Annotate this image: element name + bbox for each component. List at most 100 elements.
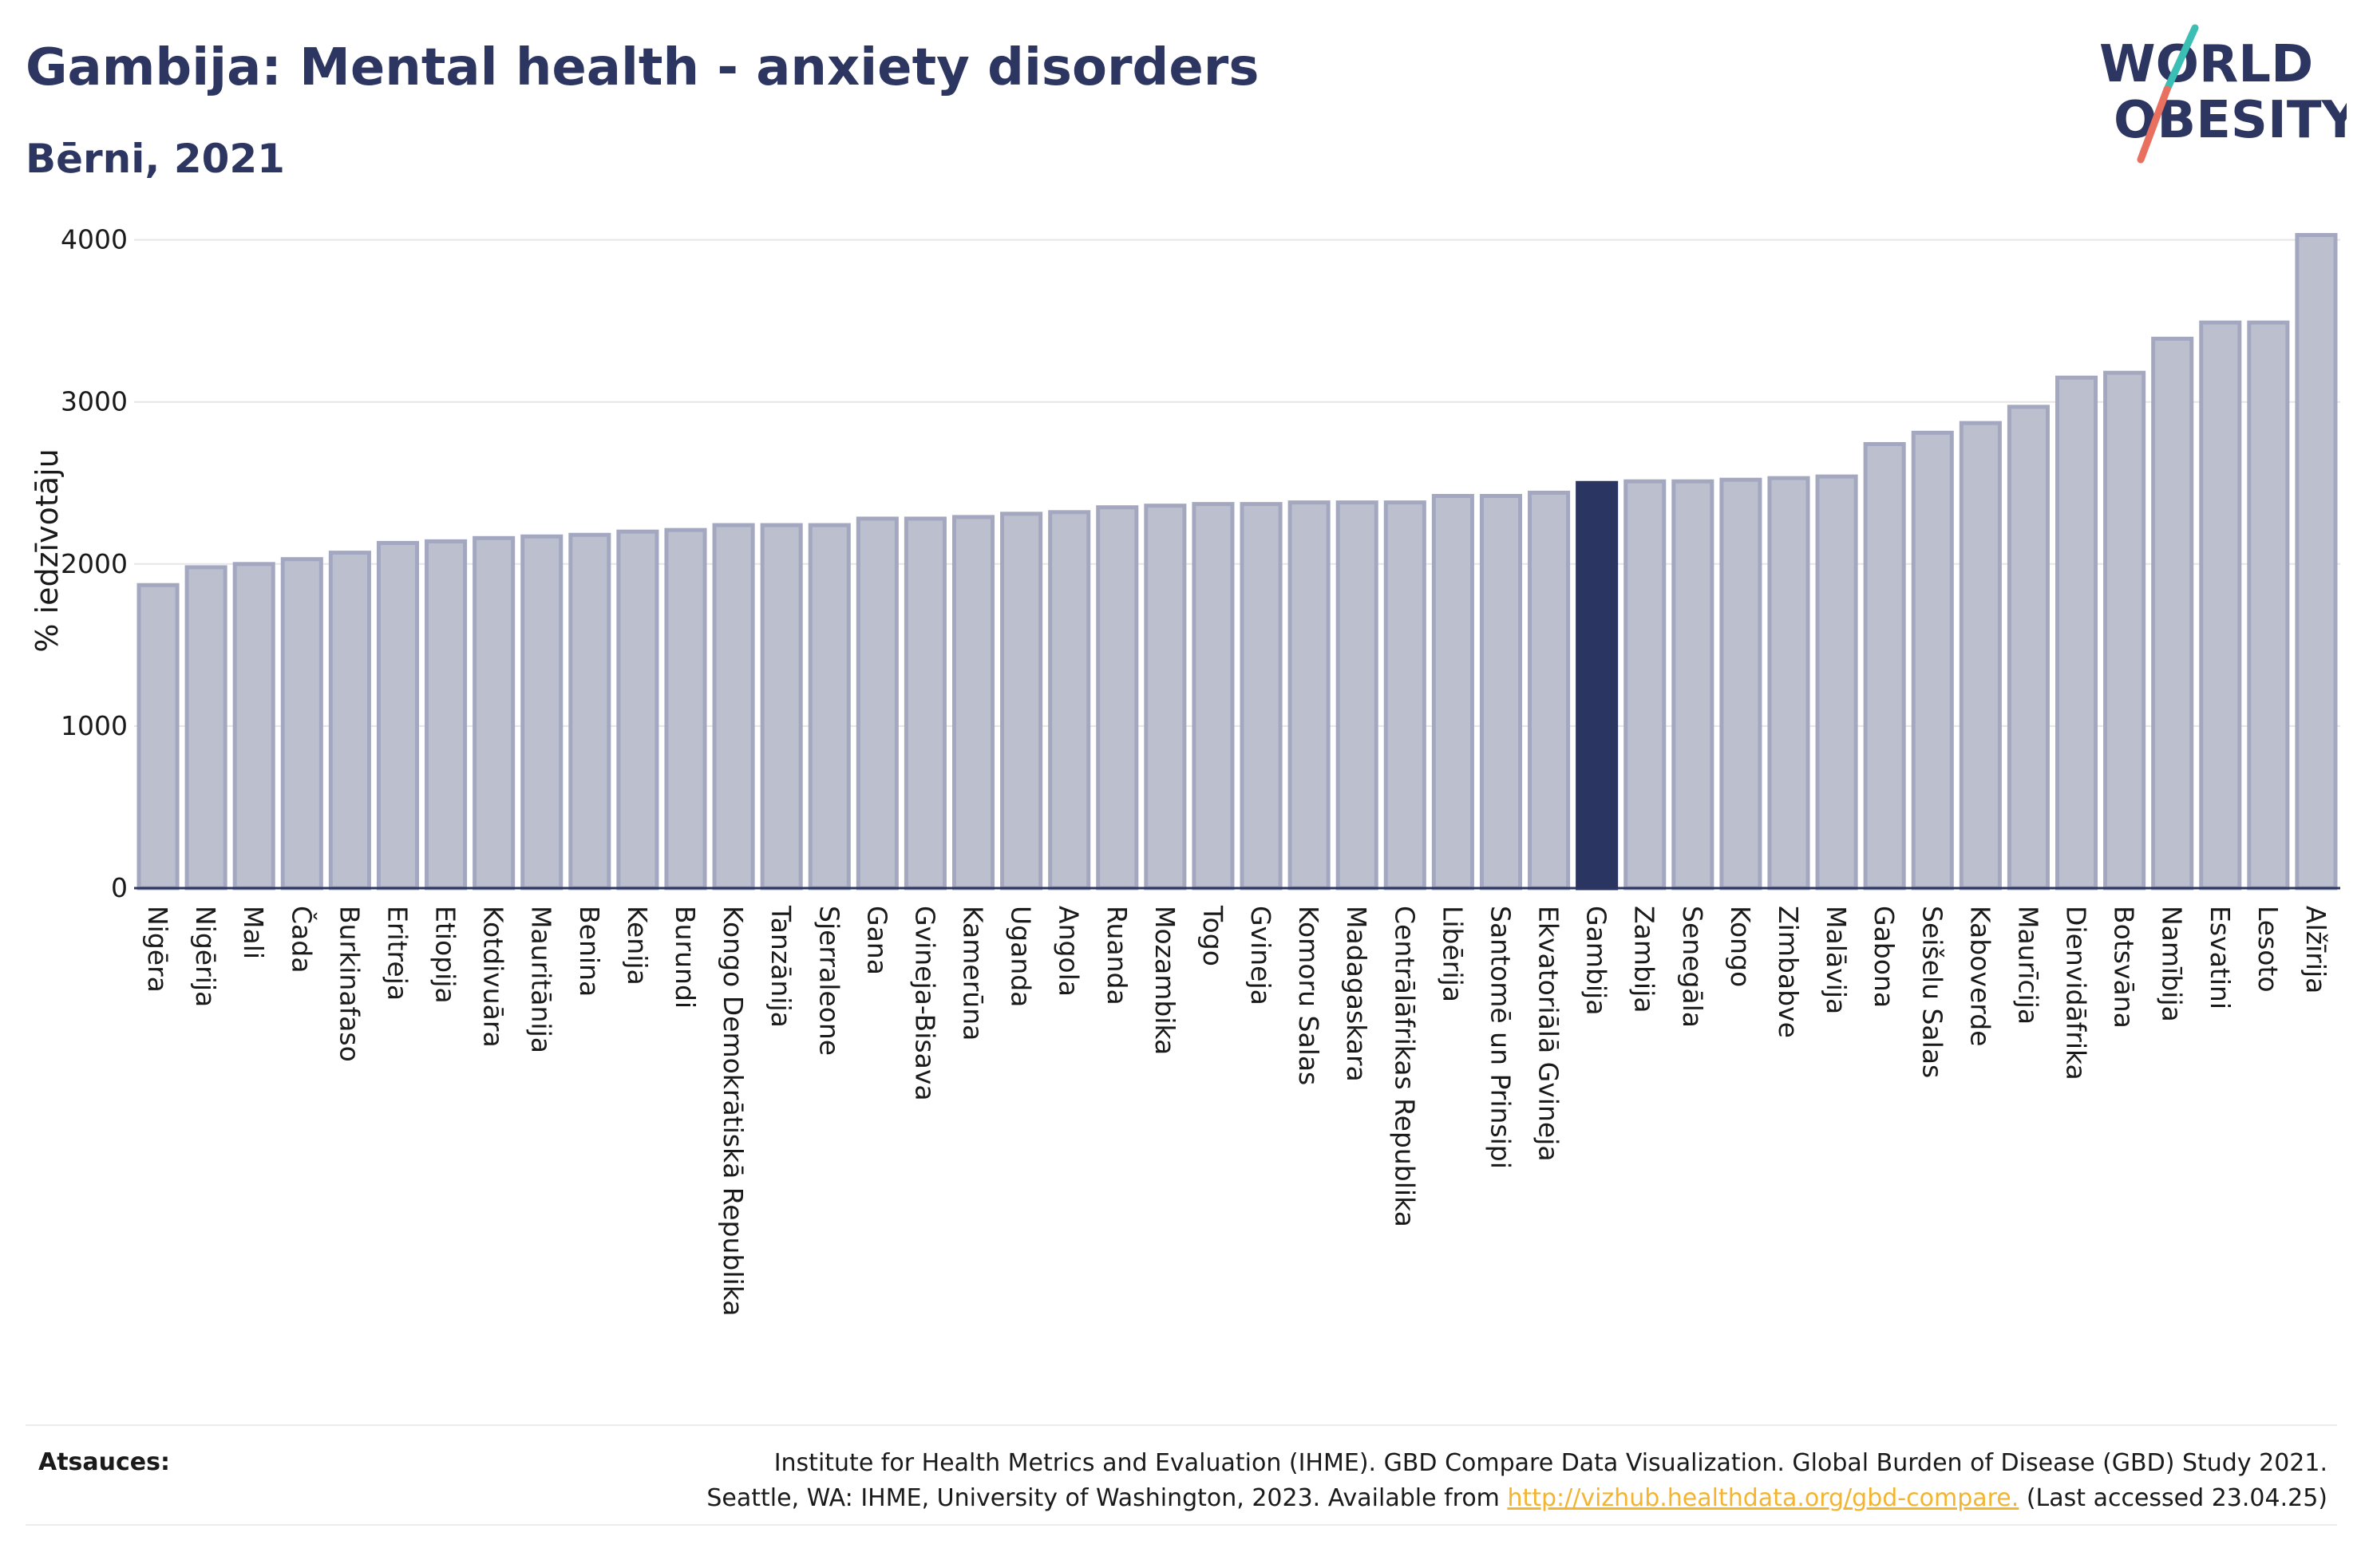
logo-slash-teal (2163, 24, 2199, 93)
bar (1528, 490, 1571, 891)
bar (2007, 405, 2050, 891)
bar (808, 523, 851, 891)
bar (2151, 337, 2194, 891)
bar (1959, 421, 2002, 891)
x-tick-label: Seišelu Salas (1916, 906, 1948, 1078)
y-tick-label: 1000 (61, 710, 128, 741)
x-tick-label: Burkinafaso (334, 906, 365, 1062)
x-tick-label: Kongo (1725, 906, 1756, 987)
x-tick-label: Maurīcija (2012, 906, 2043, 1025)
bar (1287, 500, 1331, 891)
bar (1863, 442, 1906, 891)
x-tick-label: Čada (286, 906, 318, 973)
x-tick-label: Eritreja (382, 906, 413, 1001)
x-tick-label: Uganda (1006, 906, 1037, 1007)
bar (1431, 494, 1474, 891)
sources-text: Institute for Health Metrics and Evaluat… (706, 1446, 2327, 1516)
x-tick-label: Komoru Salas (1293, 906, 1324, 1085)
chart-subtitle: Bērni, 2021 (26, 136, 285, 182)
x-tick-label: Zimbabve (1773, 906, 1804, 1038)
bar (1192, 502, 1235, 891)
x-tick-label: Burundi (670, 906, 701, 1009)
bar (1240, 502, 1283, 891)
x-tick-label: Ekvatoriālā Gvineja (1533, 906, 1564, 1162)
x-tick-label: Gabona (1869, 906, 1900, 1008)
x-tick-label: Kongo Demokrātiskā Republika (718, 906, 749, 1316)
bar (473, 535, 516, 891)
bar (664, 527, 707, 891)
x-tick-label: Esvatini (2205, 906, 2236, 1009)
logo-line-1: WORLD (2099, 35, 2313, 94)
x-tick-label: Namībija (2157, 906, 2188, 1022)
bar (1479, 494, 1523, 891)
world-obesity-logo: WORLD OBESITY (2075, 24, 2359, 168)
x-tick-label: Centrālāfrikas Republika (1389, 906, 1420, 1227)
bar (2103, 370, 2146, 891)
x-tick-label: Dienvidāfrika (2061, 906, 2092, 1080)
source-link[interactable]: http://vizhub.healthdata.org/gbd-compare… (1507, 1484, 2019, 1512)
x-tick-label: Gambija (1581, 906, 1612, 1015)
x-tick-label: Mozambika (1149, 906, 1180, 1055)
bar (232, 562, 275, 891)
sources-line-2-prefix: Seattle, WA: IHME, University of Washing… (706, 1484, 1508, 1512)
bar (376, 540, 420, 891)
bar (328, 551, 371, 891)
x-tick-label: Benina (574, 906, 605, 997)
bar-chart: 0 1000 2000 3000 4000 Nigēra Nigērija Mali Čada… (30, 224, 2340, 1316)
bar (904, 516, 947, 891)
y-axis-label: % iedzīvotāju (30, 448, 65, 652)
bar (2247, 320, 2290, 891)
x-tick-label: Madagaskara (1341, 906, 1372, 1082)
x-tick-label: Togo (1197, 905, 1228, 966)
x-tick-label: Gana (861, 906, 892, 975)
bar (280, 557, 323, 891)
bar (1144, 504, 1187, 891)
x-tick-label: Gvineja-Bisava (909, 906, 940, 1101)
sources-line-1: Institute for Health Metrics and Evaluat… (773, 1449, 2327, 1477)
sources-line-2: Seattle, WA: IHME, University of Washing… (706, 1481, 2327, 1516)
y-axis-ticks: 0 1000 2000 3000 4000 (61, 224, 128, 903)
y-tick-label: 0 (111, 872, 128, 903)
x-tick-label: Tanzānija (765, 905, 797, 1028)
bar (425, 539, 468, 891)
x-axis-labels: Nigēra Nigērija Mali Čada Burkinafaso Eritrej… (142, 905, 2331, 1316)
bar (951, 515, 995, 891)
sources-line-2-suffix: (Last accessed 23.04.25) (2019, 1484, 2327, 1512)
x-tick-label: Nigēra (142, 906, 173, 993)
bar (1096, 505, 1139, 891)
x-tick-label: Botsvāna (2109, 906, 2140, 1029)
bar-highlight (1576, 480, 1619, 891)
bar (1719, 477, 1762, 891)
bar (856, 516, 899, 891)
bar (1383, 500, 1426, 891)
x-tick-label: Nigērija (190, 906, 221, 1007)
bar (2055, 375, 2098, 891)
x-tick-label: Kaboverde (1964, 906, 1995, 1047)
bar (616, 529, 659, 891)
x-tick-label: Sjerraleone (813, 906, 844, 1056)
bar (1671, 479, 1714, 891)
bar (184, 565, 227, 891)
bar (760, 523, 803, 891)
x-tick-label: Santomē un Prinsipi (1485, 906, 1516, 1169)
y-tick-label: 4000 (61, 224, 128, 255)
x-tick-label: Kamerūna (958, 906, 989, 1041)
bar (520, 534, 564, 891)
bar (1335, 500, 1378, 891)
bar (1767, 476, 1810, 891)
x-tick-label: Kenija (622, 906, 653, 985)
y-tick-label: 3000 (61, 386, 128, 417)
sources-label: Atsauces: (38, 1448, 170, 1476)
y-tick-label: 2000 (61, 548, 128, 579)
x-tick-label: Etiopija (430, 906, 461, 1004)
footer-divider-bottom (26, 1524, 2337, 1526)
x-tick-label: Kotdivuāra (478, 906, 509, 1048)
x-tick-label: Mauritānija (526, 906, 557, 1053)
chart-title: Gambija: Mental health - anxiety disorde… (26, 38, 1260, 97)
x-tick-label: Angola (1054, 906, 1085, 997)
x-tick-label: Senegāla (1677, 906, 1708, 1028)
logo-slash-coral (2137, 85, 2171, 164)
bar (1815, 474, 1858, 891)
x-tick-label: Zambija (1629, 906, 1660, 1013)
x-tick-label: Libērija (1437, 906, 1468, 1002)
